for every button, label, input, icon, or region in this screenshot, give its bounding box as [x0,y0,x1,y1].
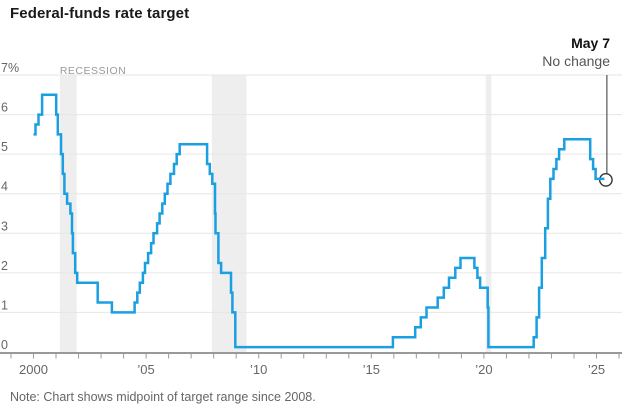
x-axis-tick-label: ’20 [475,362,492,377]
y-axis-tick-label: 5 [1,140,8,154]
recession-band [59,75,77,353]
annotation-date: May 7 [571,35,610,51]
chart-note: Note: Chart shows midpoint of target ran… [10,390,316,404]
y-axis-tick-label: 4 [1,180,8,194]
x-axis-tick-label: ’15 [363,362,380,377]
end-annotation: May 7 No change [542,34,610,70]
y-axis-tick-label: 1 [1,298,8,312]
y-axis-tick-label: 3 [1,219,8,233]
x-axis-line [0,352,622,354]
rate-step-line[interactable] [33,93,605,349]
y-axis-tick-label: 7% [1,61,19,75]
recession-band [211,75,247,353]
recession-band [485,75,492,353]
x-axis-tick-label: ’10 [250,362,267,377]
page-title: Federal-funds rate target [10,5,190,22]
recession-label: RECESSION [60,65,126,77]
y-axis-tick-label: 6 [1,101,8,115]
annotation-status: No change [542,53,610,69]
x-axis-tick-label: ’05 [137,362,154,377]
x-axis-tick-label: ’25 [588,362,605,377]
y-axis-tick-label: 2 [1,259,8,273]
x-axis-tick-label: 2000 [19,362,48,377]
y-axis-tick-label: 0 [1,338,8,352]
